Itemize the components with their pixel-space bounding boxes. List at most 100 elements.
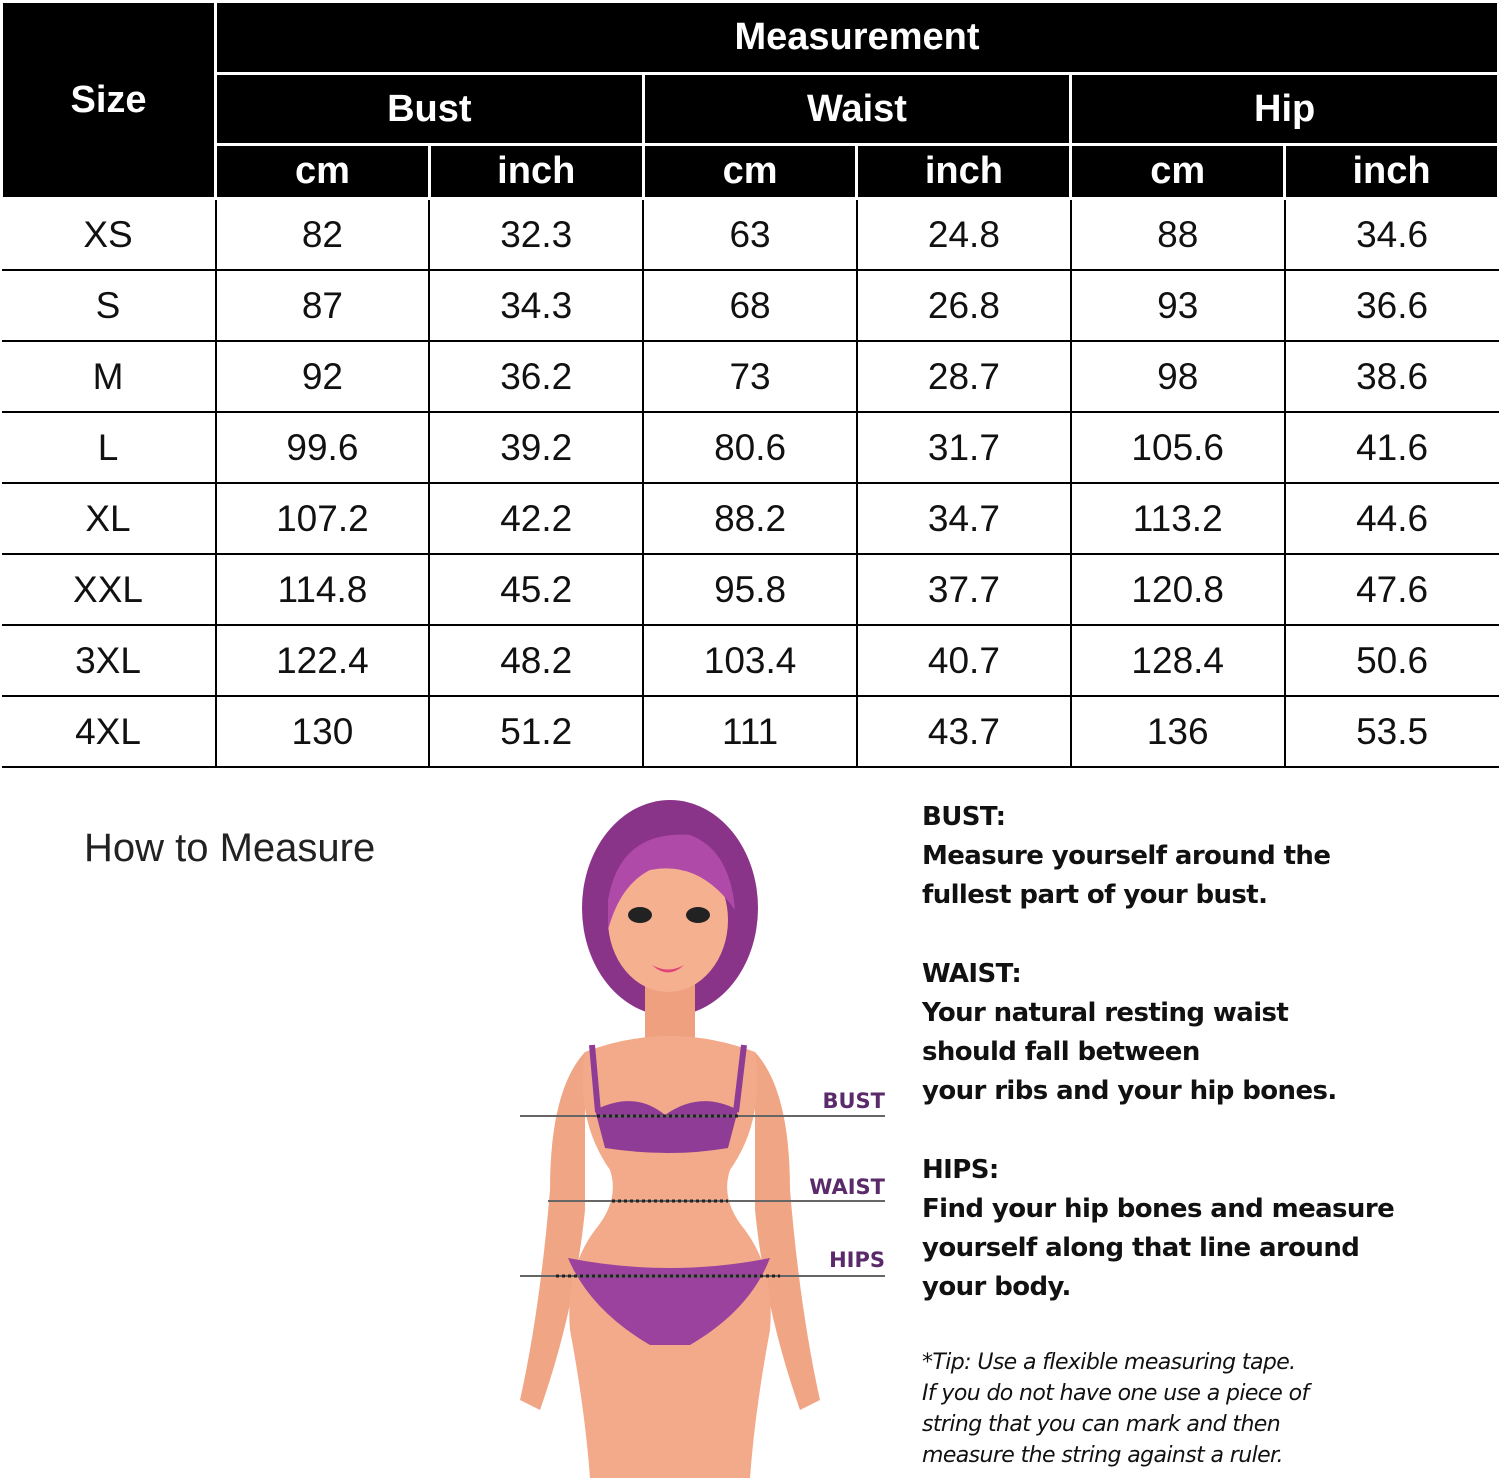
value-cell: 105.6 [1069, 412, 1285, 484]
value-cell: 36.2 [428, 341, 644, 413]
tip-line: string that you can mark and then [922, 1412, 1281, 1437]
size-header: Size [0, 0, 217, 200]
value-cell: 26.8 [855, 270, 1071, 342]
section-line: fullest part of your bust. [922, 880, 1268, 910]
body-figure: BUST WAIST HIPS [520, 800, 886, 1478]
value-cell: 34.6 [1283, 198, 1499, 271]
value-cell: 51.2 [428, 696, 644, 768]
guide-title: How to Measure [84, 826, 376, 870]
tip-line: If you do not have one use a piece of [922, 1381, 1309, 1406]
group-row: Bust Waist Hip [2, 72, 1500, 146]
table-row: XXL 114.8 45.2 95.8 37.7 120.8 47.6 [1, 554, 1499, 626]
value-cell: 88 [1069, 198, 1285, 271]
value-cell: 37.7 [855, 554, 1071, 626]
value-cell: 107.2 [214, 483, 430, 555]
value-cell: 122.4 [214, 625, 430, 697]
unit-header: cm [641, 143, 859, 200]
table-body: XS 82 32.3 63 24.8 88 34.6 S 87 34.3 68 26.8 93 36.6 M… [1, 198, 1499, 768]
section-heading: BUST: [922, 802, 1006, 832]
value-cell: 48.2 [428, 625, 644, 697]
table-row: XS 82 32.3 63 24.8 88 34.6 [1, 198, 1499, 271]
value-cell: 130 [214, 696, 430, 768]
value-cell: 53.5 [1283, 696, 1499, 768]
unit-header: inch [1283, 143, 1500, 200]
figure-label: BUST [822, 1089, 885, 1113]
value-cell: 88.2 [642, 483, 857, 555]
table-header: Size Measurement Bust Waist Hip cm inch cm in… [0, 0, 1500, 200]
size-cell: S [1, 270, 216, 342]
value-cell: 47.6 [1283, 554, 1499, 626]
value-cell: 34.7 [855, 483, 1071, 555]
section-line: Find your hip bones and measure [922, 1194, 1395, 1224]
value-cell: 34.3 [428, 270, 644, 342]
section-heading: HIPS: [922, 1155, 999, 1185]
table-row: XL 107.2 42.2 88.2 34.7 113.2 44.6 [1, 483, 1499, 555]
figure-label: WAIST [809, 1175, 885, 1199]
value-cell: 99.6 [214, 412, 430, 484]
value-cell: 95.8 [642, 554, 857, 626]
value-cell: 128.4 [1069, 625, 1285, 697]
section-heading: WAIST: [922, 959, 1022, 989]
value-cell: 44.6 [1283, 483, 1499, 555]
value-cell: 111 [642, 696, 857, 768]
value-cell: 40.7 [855, 625, 1071, 697]
section-line: yourself along that line around [922, 1233, 1360, 1263]
value-cell: 24.8 [855, 198, 1071, 271]
value-cell: 68 [642, 270, 857, 342]
unit-row: cm inch cm inch cm inch [2, 143, 1500, 200]
value-cell: 136 [1069, 696, 1285, 768]
value-cell: 103.4 [642, 625, 857, 697]
group-header: Bust [214, 72, 645, 146]
value-cell: 28.7 [855, 341, 1071, 413]
guide-text: BUST: Measure yourself around the fullest … [922, 798, 1395, 1471]
size-cell: XL [1, 483, 216, 555]
value-cell: 31.7 [855, 412, 1071, 484]
value-cell: 32.3 [428, 198, 644, 271]
size-cell: XXL [1, 554, 216, 626]
table-row: M 92 36.2 73 28.7 98 38.6 [1, 341, 1499, 413]
guide-section: HIPS: Find your hip bones and measure your… [922, 1151, 1395, 1307]
measurement-header: Measurement [214, 0, 1500, 75]
value-cell: 73 [642, 341, 857, 413]
value-cell: 42.2 [428, 483, 644, 555]
size-cell: L [1, 412, 216, 484]
value-cell: 98 [1069, 341, 1285, 413]
tip-line: measure the string against a ruler. [922, 1443, 1283, 1468]
table-row: 3XL 122.4 48.2 103.4 40.7 128.4 50.6 [1, 625, 1499, 697]
value-cell: 114.8 [214, 554, 430, 626]
size-cell: 4XL [1, 696, 216, 768]
tip-line: *Tip: Use a flexible measuring tape. [922, 1350, 1296, 1375]
figure-label: HIPS [829, 1248, 885, 1272]
value-cell: 41.6 [1283, 412, 1499, 484]
value-cell: 63 [642, 198, 857, 271]
guide-section: WAIST: Your natural resting waist should f… [922, 955, 1394, 1111]
section-line: Measure yourself around the [922, 841, 1331, 871]
value-cell: 45.2 [428, 554, 644, 626]
value-cell: 50.6 [1283, 625, 1499, 697]
value-cell: 38.6 [1283, 341, 1499, 413]
guide-section: BUST: Measure yourself around the fullest … [922, 798, 1394, 915]
value-cell: 80.6 [642, 412, 857, 484]
unit-header: inch [855, 143, 1073, 200]
size-cell: XS [1, 198, 216, 271]
size-cell: M [1, 341, 216, 413]
size-cell: 3XL [1, 625, 216, 697]
unit-header: inch [427, 143, 645, 200]
table-row: S 87 34.3 68 26.8 93 36.6 [1, 270, 1499, 342]
section-line: should fall between [922, 1037, 1200, 1067]
group-header: Hip [1069, 72, 1500, 146]
table-row: L 99.6 39.2 80.6 31.7 105.6 41.6 [1, 412, 1499, 484]
group-header: Waist [641, 72, 1073, 146]
value-cell: 92 [214, 341, 430, 413]
value-cell: 113.2 [1069, 483, 1285, 555]
value-cell: 93 [1069, 270, 1285, 342]
value-cell: 87 [214, 270, 430, 342]
unit-header: cm [1069, 143, 1287, 200]
value-cell: 82 [214, 198, 430, 271]
unit-header: cm [214, 143, 431, 200]
section-line: your ribs and your hip bones. [922, 1076, 1337, 1106]
tip: *Tip: Use a flexible measuring tape. If y… [922, 1347, 1394, 1471]
size-table: Size Measurement Bust Waist Hip cm inch cm in… [0, 0, 1500, 768]
section-line: Your natural resting waist [922, 998, 1289, 1028]
